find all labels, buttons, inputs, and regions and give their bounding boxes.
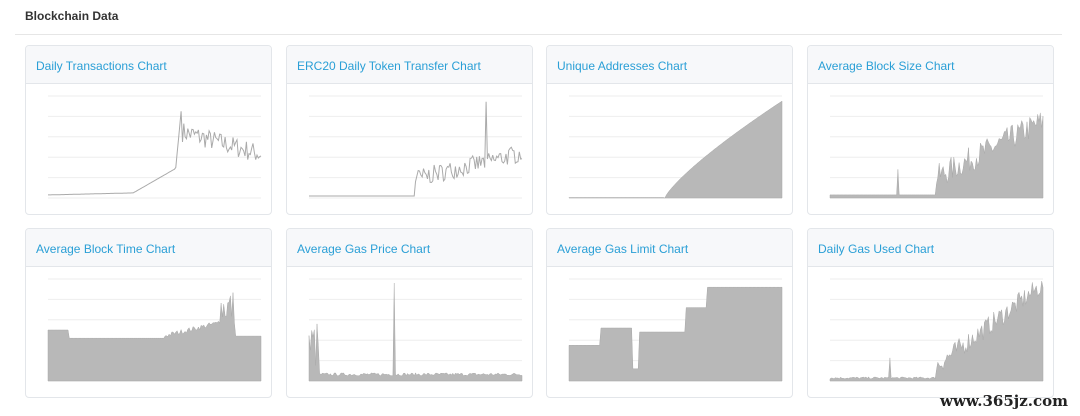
card-header [287,46,532,84]
chart-card[interactable]: Average Block Time Chart [25,228,272,398]
card-title: Average Gas Price Chart [297,242,431,256]
chart-card[interactable]: Unique Addresses Chart [546,45,793,215]
chart-shape [308,282,523,382]
card-title: Daily Transactions Chart [36,59,167,73]
card-title: Average Block Time Chart [36,242,176,256]
card-header [808,229,1053,267]
chart-shape [47,292,262,382]
chart-card[interactable]: Average Block Size Chart [807,45,1054,215]
chart-shape [829,112,1044,199]
chart-shape [48,111,262,196]
card-title: Daily Gas Used Chart [818,242,935,256]
card-title: Average Gas Limit Chart [557,242,689,256]
card-header [547,46,792,84]
watermark: www.365jz.com [940,392,1068,410]
card-title: ERC20 Daily Token Transfer Chart [297,59,481,73]
chart-shape [829,280,1044,382]
chart-thumbnail [48,95,262,199]
card-header [547,229,792,267]
card-title: Average Block Size Chart [818,59,955,73]
chart-thumbnail [829,278,1044,382]
chart-card[interactable]: ERC20 Daily Token Transfer Chart [286,45,533,215]
chart-shape [309,101,523,197]
chart-thumbnail [568,95,783,199]
chart-card[interactable]: Average Gas Limit Chart [546,228,793,398]
card-header [808,46,1053,84]
card-header [287,229,532,267]
chart-card[interactable]: Daily Gas Used Chart [807,228,1054,398]
chart-shape [568,100,783,199]
divider [15,34,1062,35]
chart-card[interactable]: Average Gas Price Chart [286,228,533,398]
chart-shape [568,286,783,382]
page-title: Blockchain Data [25,9,119,23]
card-header [26,46,271,84]
chart-card[interactable]: Daily Transactions Chart [25,45,272,215]
chart-thumbnail [829,95,1044,199]
card-header [26,229,271,267]
chart-thumbnail [47,278,262,382]
chart-thumbnail [309,95,523,199]
chart-thumbnail [568,278,783,382]
card-title: Unique Addresses Chart [557,59,688,73]
chart-thumbnail [308,278,523,382]
